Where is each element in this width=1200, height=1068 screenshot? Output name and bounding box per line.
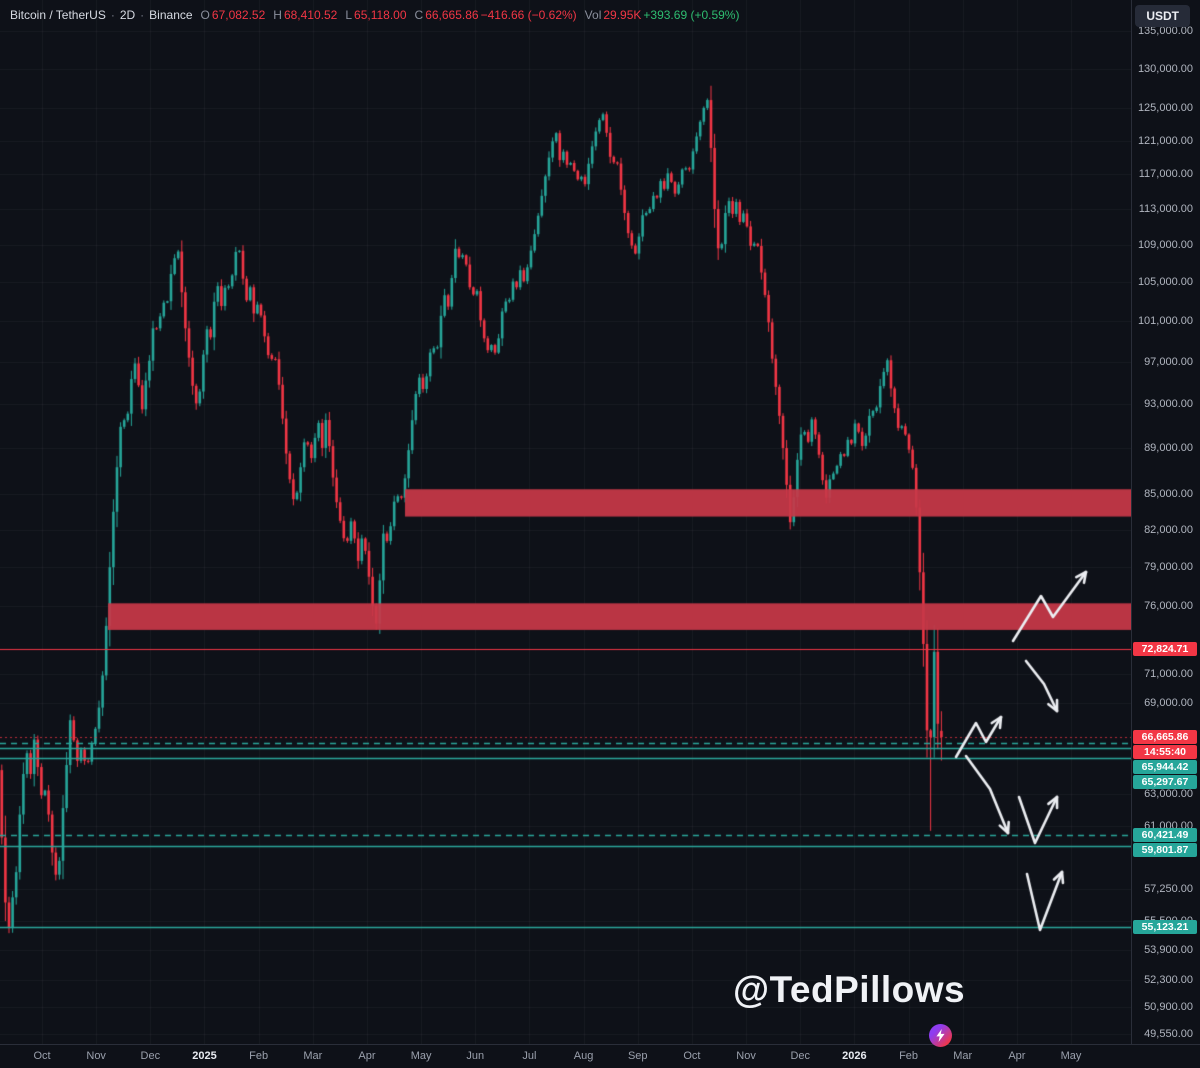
interval-label[interactable]: 2D (119, 8, 136, 22)
watermark: @TedPillows (733, 969, 966, 1010)
price-level-tag: 60,421.49 (1133, 828, 1197, 843)
price-tick: 93,000.00 (1144, 397, 1193, 410)
time-label-month: May (1060, 1050, 1082, 1062)
price-tick: 105,000.00 (1137, 276, 1193, 289)
price-tick: 109,000.00 (1137, 239, 1193, 252)
time-label-month: Oct (683, 1050, 701, 1062)
price-tick: 101,000.00 (1137, 315, 1193, 328)
price-tick: 63,000.00 (1144, 787, 1193, 800)
volume-value: 29.95K (603, 8, 642, 22)
chart-legend: Bitcoin / TetherUS · 2D · Binance O 67,0… (10, 8, 739, 22)
price-tick: 57,250.00 (1144, 883, 1193, 896)
price-tick: 76,000.00 (1144, 599, 1193, 612)
time-label-month: Feb (249, 1050, 269, 1062)
time-label-month: Mar (303, 1050, 323, 1062)
price-tick: 135,000.00 (1137, 25, 1193, 37)
currency-toggle-button[interactable]: USDT (1135, 5, 1190, 27)
time-label-month: Apr (1008, 1050, 1026, 1062)
price-tick: 117,000.00 (1138, 168, 1193, 181)
price-tick: 71,000.00 (1144, 668, 1193, 681)
low-value: 65,118.00 (354, 8, 407, 22)
low-label: L (345, 8, 353, 22)
time-axis[interactable]: Oct Nov Dec 2025 Feb Mar Apr May Jun Jul Aug Sep Oct… (0, 1044, 1200, 1068)
time-label-month: Apr (358, 1050, 376, 1062)
time-label-month: Oct (33, 1050, 51, 1062)
open-label: O (200, 8, 210, 22)
price-tick: 89,000.00 (1144, 441, 1193, 454)
price-tick: 79,000.00 (1144, 561, 1193, 574)
change-value: −416.66 (−0.62%) (480, 8, 577, 22)
current-price-tag: 66,665.86 (1133, 730, 1197, 745)
close-value: 66,665.86 (425, 8, 479, 22)
time-label-month: Aug (573, 1050, 594, 1062)
price-tick: 69,000.00 (1144, 696, 1193, 709)
price-tick: 85,000.00 (1144, 487, 1193, 500)
exchange-label: Binance (149, 8, 193, 22)
symbol-name[interactable]: Bitcoin / TetherUS (10, 8, 106, 22)
volume-label: Vol (584, 8, 602, 22)
high-label: H (273, 8, 282, 22)
price-level-tag: 59,801.87 (1133, 843, 1197, 858)
price-level-tag: 65,297.67 (1133, 775, 1197, 790)
time-label-month: Jun (466, 1050, 485, 1062)
price-tick: 97,000.00 (1144, 355, 1193, 368)
time-label-year: 2026 (842, 1050, 867, 1062)
price-tick: 125,000.00 (1137, 102, 1193, 114)
price-tick: 53,900.00 (1144, 943, 1193, 956)
time-label-month: Nov (736, 1050, 756, 1062)
time-label-month: Mar (953, 1050, 973, 1062)
price-tick: 130,000.00 (1137, 62, 1193, 75)
countdown-tag: 14:55:40 (1133, 745, 1197, 760)
lightning-icon[interactable] (929, 1024, 952, 1047)
open-value: 67,082.52 (211, 8, 266, 22)
price-tick: 52,300.00 (1144, 973, 1193, 986)
time-label-month: Jul (522, 1050, 537, 1062)
separator: · (140, 8, 145, 22)
time-label-month: Dec (790, 1050, 811, 1062)
price-tick: 121,000.00 (1137, 134, 1193, 147)
price-level-tag: 55,123.21 (1133, 920, 1197, 935)
price-axis[interactable]: 135,000.00 130,000.00 125,000.00 121,000.00… (1131, 0, 1200, 1045)
time-label-year: 2025 (192, 1050, 217, 1062)
price-tick: 50,900.00 (1144, 1001, 1193, 1014)
time-label-month: Dec (140, 1050, 161, 1062)
chart-canvas[interactable] (0, 0, 1132, 1045)
price-tick: 49,550.00 (1144, 1028, 1193, 1040)
time-label-month: Nov (86, 1050, 106, 1062)
price-tick: 113,000.00 (1138, 203, 1193, 215)
volume-change: +393.69 (+0.59%) (643, 8, 740, 22)
price-level-tag: 72,824.71 (1133, 641, 1197, 656)
price-level-tag: 65,944.42 (1133, 760, 1197, 775)
time-label-month: Feb (899, 1050, 919, 1062)
high-value: 68,410.52 (283, 8, 338, 22)
price-tick: 82,000.00 (1144, 523, 1193, 536)
time-label-month: May (410, 1050, 432, 1062)
bolt-icon (936, 1029, 945, 1042)
separator: · (110, 8, 115, 22)
close-label: C (414, 8, 424, 22)
time-label-month: Sep (627, 1050, 648, 1062)
